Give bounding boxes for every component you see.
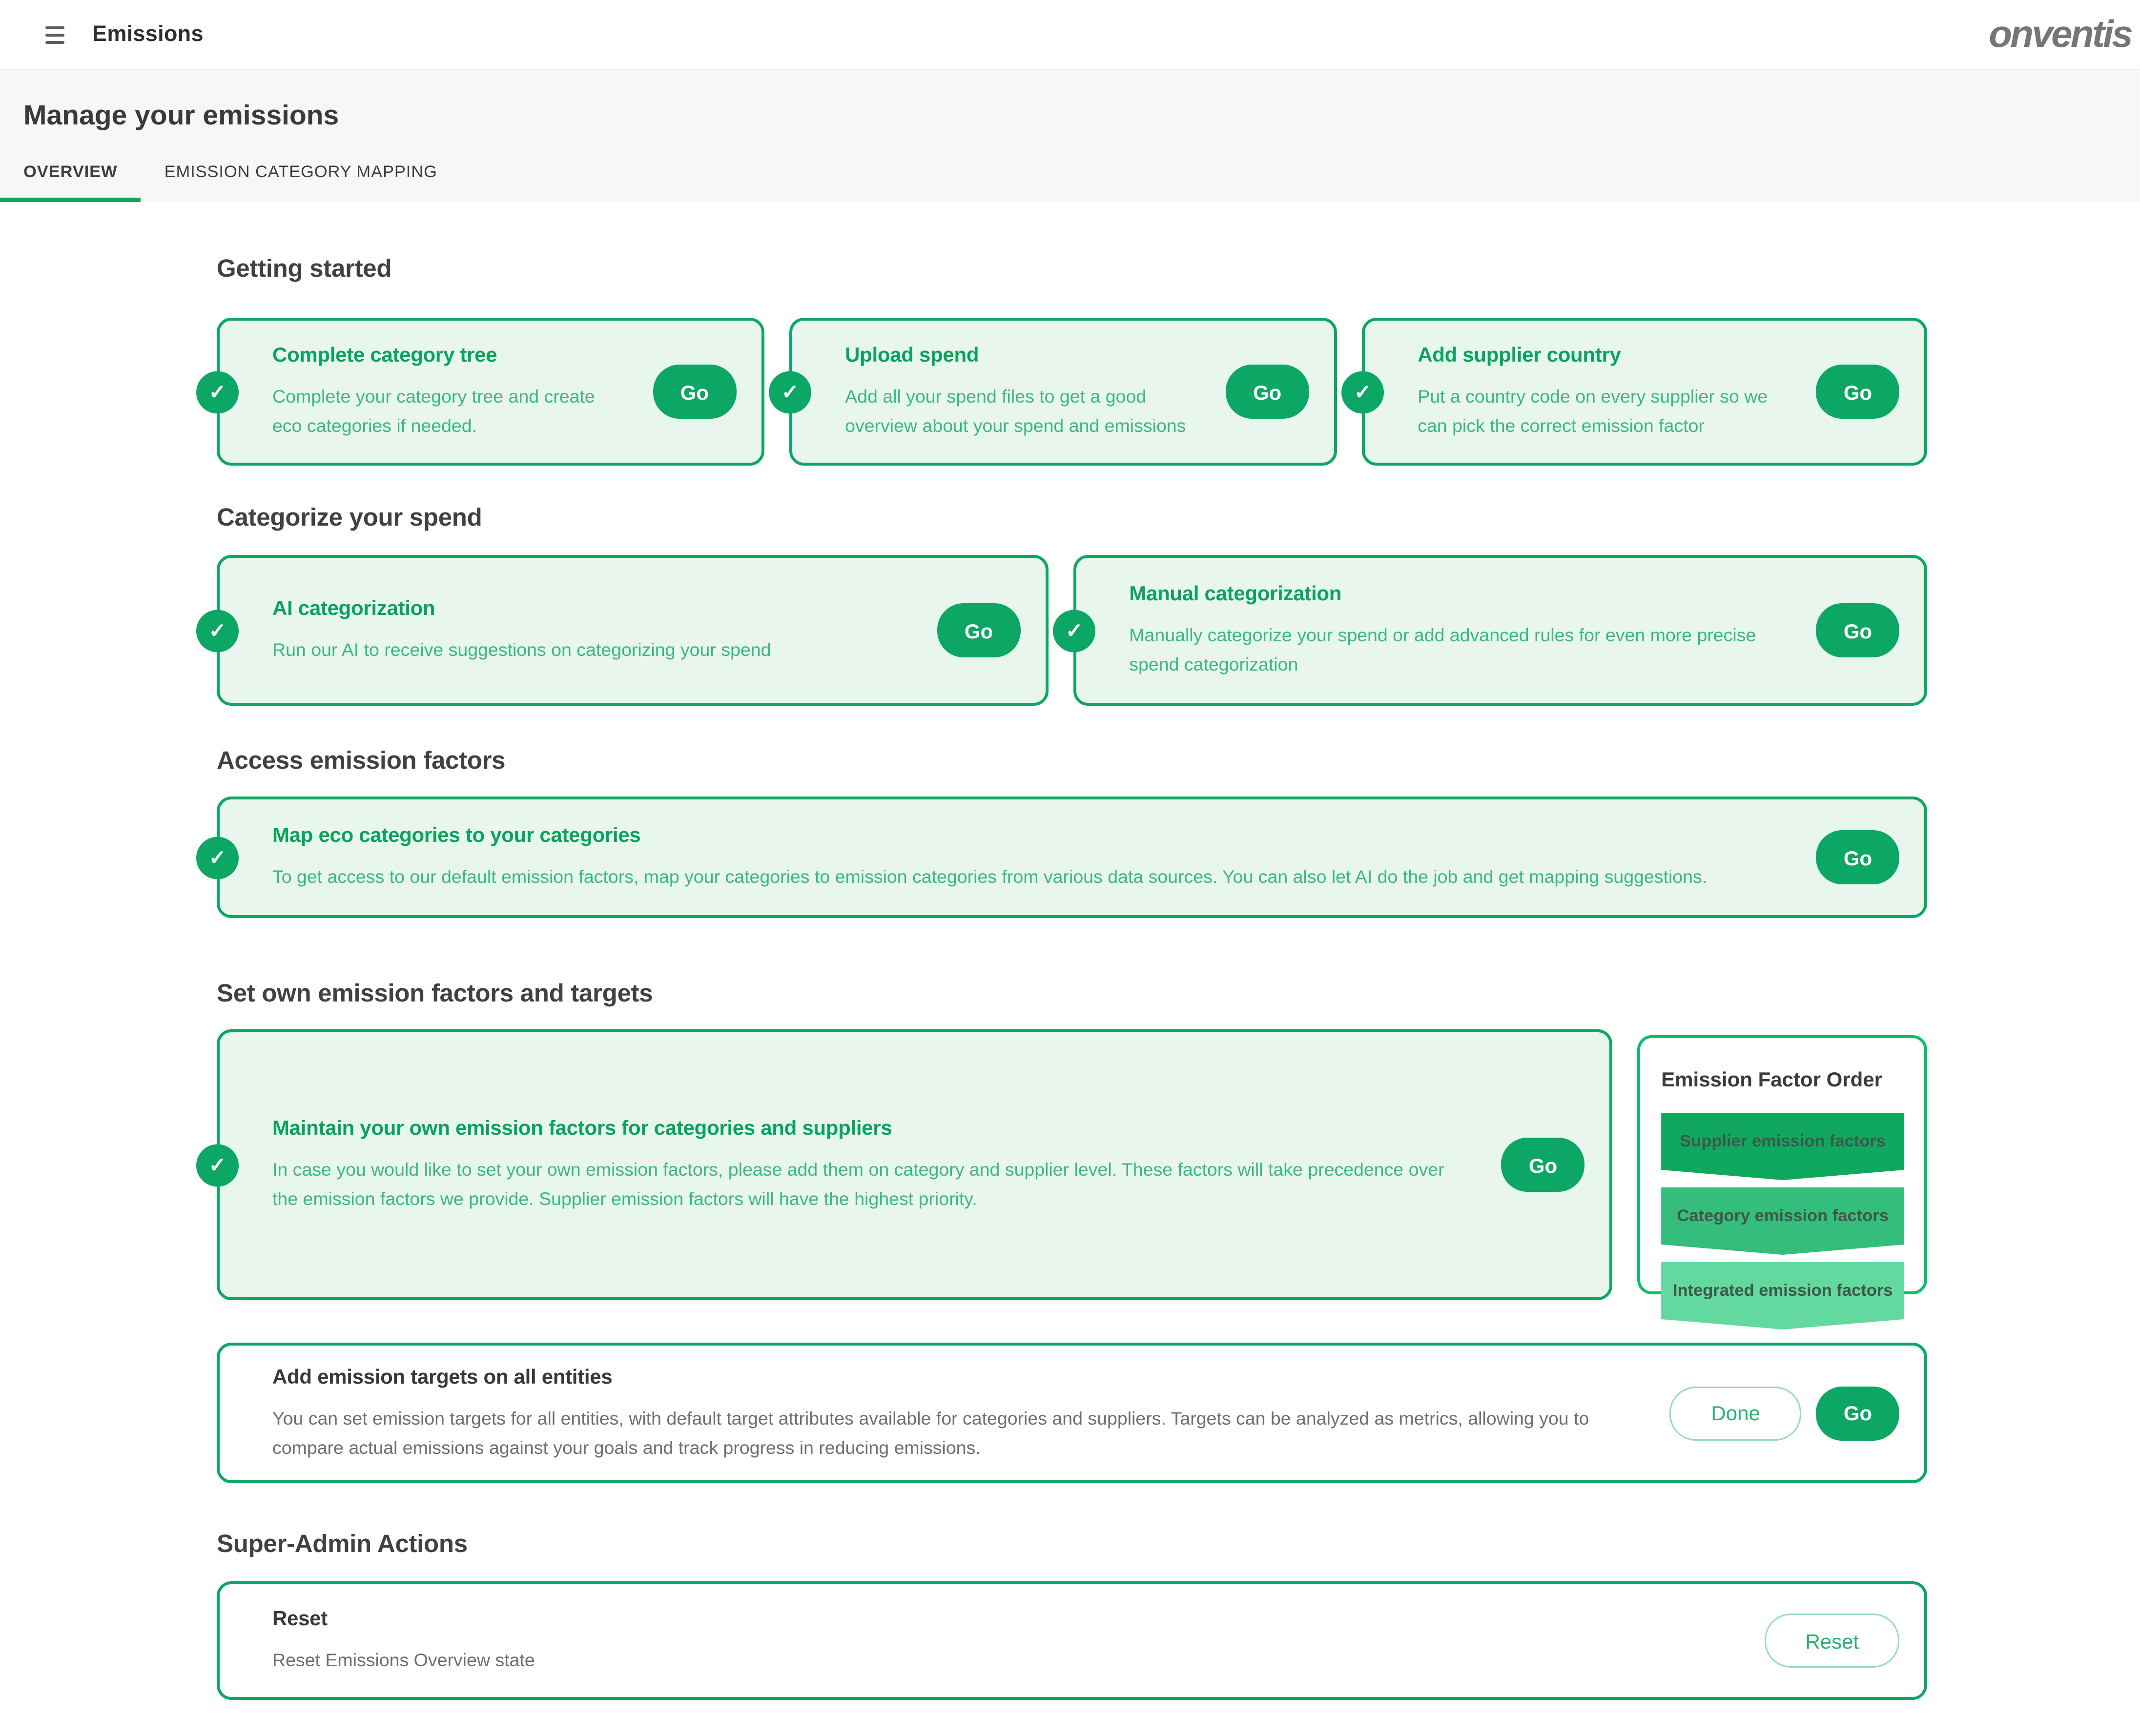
set-own-row: ✓ Maintain your own emission factors for…	[196, 1029, 1928, 1300]
supplier-emission-factors-banner: Supplier emission factors	[1661, 1113, 1904, 1180]
section-heading-access: Access emission factors	[217, 747, 506, 775]
section-heading-getting-started: Getting started	[217, 255, 392, 283]
section-heading-set-own: Set own emission factors and targets	[217, 980, 653, 1007]
categorize-cards: ✓ AI categorization Run our AI to receiv…	[196, 555, 1928, 706]
card-text: Manual categorization Manually categoriz…	[1129, 581, 1816, 679]
card-description: You can set emission targets for all ent…	[272, 1408, 1589, 1458]
go-button[interactable]: Go	[1225, 365, 1310, 419]
page-header: Manage your emissions OVERVIEW EMISSION …	[0, 70, 2140, 202]
app-title: Emissions	[92, 22, 204, 47]
card-title: Reset	[272, 1606, 328, 1630]
tab-overview[interactable]: OVERVIEW	[0, 164, 141, 202]
main-content: Getting started ✓ Complete category tree…	[0, 255, 2140, 1736]
go-button[interactable]: Go	[1815, 830, 1900, 884]
card-title: Add supplier country	[1418, 343, 1621, 366]
card-title: Manual categorization	[1129, 581, 1342, 605]
check-icon: ✓	[196, 836, 239, 878]
card-maintain-own-emission-factors: ✓ Maintain your own emission factors for…	[196, 1029, 1613, 1300]
card-add-emission-targets: Add emission targets on all entities You…	[217, 1343, 1928, 1483]
done-button[interactable]: Done	[1670, 1386, 1801, 1440]
integrated-emission-factors-banner: Integrated emission factors	[1661, 1262, 1904, 1329]
card-description: Add all your spend files to get a good o…	[845, 387, 1186, 436]
reset-button[interactable]: Reset	[1764, 1613, 1900, 1668]
card-description: To get access to our default emission fa…	[272, 867, 1708, 887]
page-title: Manage your emissions	[23, 101, 339, 132]
card-text: Reset Reset Emissions Overview state	[272, 1606, 1764, 1675]
check-icon: ✓	[196, 370, 239, 413]
card-description: Complete your category tree and create e…	[272, 387, 595, 436]
card-complete-category-tree: ✓ Complete category tree Complete your c…	[196, 318, 765, 466]
card-map-eco-categories: ✓ Map eco categories to your categories …	[196, 797, 1928, 918]
tab-emission-category-mapping[interactable]: EMISSION CATEGORY MAPPING	[164, 164, 437, 182]
card-add-supplier-country: ✓ Add supplier country Put a country cod…	[1341, 318, 1928, 466]
card-text: Complete category tree Complete your cat…	[272, 343, 653, 441]
go-button[interactable]: Go	[1815, 603, 1900, 657]
check-icon: ✓	[769, 370, 812, 413]
card-text: Maintain your own emission factors for c…	[272, 1116, 1501, 1214]
card-description: Run our AI to receive suggestions on cat…	[272, 640, 771, 660]
section-heading-categorize: Categorize your spend	[217, 504, 482, 531]
card-upload-spend: ✓ Upload spend Add all your spend files …	[769, 318, 1338, 466]
check-icon: ✓	[1341, 370, 1384, 413]
emission-factor-order-panel: Emission Factor Order Supplier emission …	[1638, 1035, 1928, 1294]
check-icon: ✓	[196, 609, 239, 652]
card-text: Add supplier country Put a country code …	[1418, 343, 1816, 441]
check-icon: ✓	[1053, 609, 1096, 652]
tab-bar: OVERVIEW EMISSION CATEGORY MAPPING	[0, 164, 2140, 202]
go-button[interactable]: Go	[1815, 365, 1900, 419]
card-title: AI categorization	[272, 596, 435, 619]
card-description: In case you would like to set your own e…	[272, 1160, 1444, 1209]
card-title: Upload spend	[845, 343, 979, 366]
card-text: Add emission targets on all entities You…	[272, 1364, 1670, 1462]
card-text: AI categorization Run our AI to receive …	[272, 596, 937, 665]
card-title: Maintain your own emission factors for c…	[272, 1116, 892, 1139]
card-ai-categorization: ✓ AI categorization Run our AI to receiv…	[196, 555, 1049, 706]
card-reset: Reset Reset Emissions Overview state Res…	[217, 1581, 1928, 1700]
card-manual-categorization: ✓ Manual categorization Manually categor…	[1053, 555, 1928, 706]
section-heading-super-admin: Super-Admin Actions	[217, 1530, 468, 1558]
check-icon: ✓	[196, 1144, 239, 1186]
card-description: Put a country code on every supplier so …	[1418, 387, 1768, 436]
card-text: Map eco categories to your categories To…	[272, 823, 1816, 892]
card-description: Reset Emissions Overview state	[272, 1650, 535, 1671]
category-emission-factors-banner: Category emission factors	[1661, 1187, 1904, 1255]
go-button[interactable]: Go	[1815, 1386, 1900, 1440]
card-title: Map eco categories to your categories	[272, 823, 641, 846]
getting-started-cards: ✓ Complete category tree Complete your c…	[196, 318, 1928, 466]
onventis-logo: onventis	[1989, 12, 2133, 56]
go-button[interactable]: Go	[1501, 1138, 1585, 1192]
menu-icon[interactable]	[45, 25, 64, 43]
targets-buttons: Done Go	[1670, 1386, 1900, 1440]
go-button[interactable]: Go	[936, 603, 1021, 657]
card-title: Complete category tree	[272, 343, 497, 366]
card-description: Manually categorize your spend or add ad…	[1129, 625, 1756, 675]
go-button[interactable]: Go	[652, 365, 737, 419]
card-title: Add emission targets on all entities	[272, 1364, 613, 1388]
top-bar: Emissions onventis	[0, 0, 2140, 70]
emission-factor-order-title: Emission Factor Order	[1661, 1067, 1882, 1091]
card-text: Upload spend Add all your spend files to…	[845, 343, 1225, 441]
